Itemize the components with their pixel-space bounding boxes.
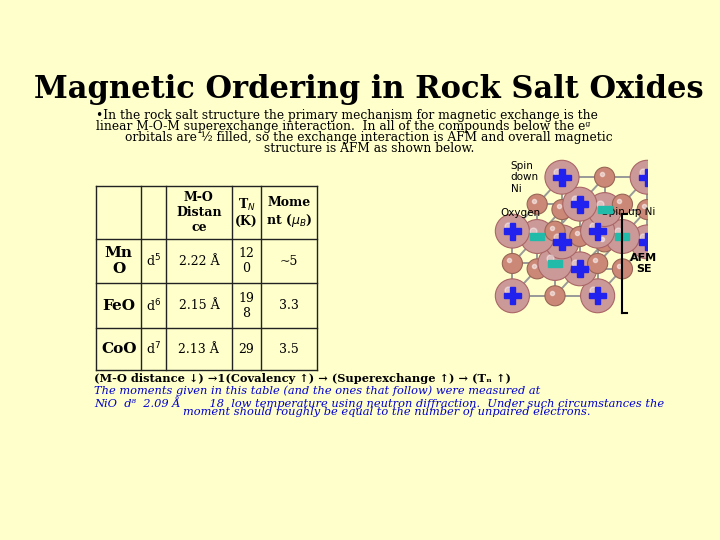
Text: ~5: ~5 — [280, 255, 298, 268]
Circle shape — [595, 167, 615, 187]
Text: Spin up Ni: Spin up Ni — [601, 207, 655, 217]
Text: 12
0: 12 0 — [238, 247, 254, 275]
Text: NiO  d⁸  2.09 Å        18  low temperature using neutron diffraction.  Under suc: NiO d⁸ 2.09 Å 18 low temperature using n… — [94, 396, 664, 409]
Bar — [530, 233, 544, 240]
Text: The moments given in this table (and the ones that follow) were measured at: The moments given in this table (and the… — [94, 385, 540, 396]
Bar — [548, 260, 562, 267]
Circle shape — [552, 200, 572, 220]
Circle shape — [563, 252, 597, 286]
Bar — [577, 195, 582, 213]
Text: Oxygen: Oxygen — [500, 208, 540, 218]
Circle shape — [545, 225, 579, 259]
Bar — [510, 222, 515, 240]
Bar — [510, 287, 515, 304]
Text: 2.13 Å: 2.13 Å — [179, 343, 220, 356]
Circle shape — [545, 286, 565, 306]
Text: •In the rock salt structure the primary mechanism for magnetic exchange is the: •In the rock salt structure the primary … — [96, 110, 598, 123]
Text: orbitals are ½ filled, so the exchange interaction is AFM and overall magnetic: orbitals are ½ filled, so the exchange i… — [125, 131, 613, 144]
Circle shape — [545, 221, 565, 241]
Text: 3.3: 3.3 — [279, 299, 299, 312]
Bar — [504, 228, 521, 234]
Text: 3.5: 3.5 — [279, 343, 299, 356]
Bar — [571, 201, 588, 207]
Text: M-O
Distan
ce: M-O Distan ce — [176, 191, 222, 234]
Circle shape — [538, 247, 572, 280]
Bar — [644, 168, 650, 186]
Circle shape — [495, 279, 529, 313]
Circle shape — [527, 194, 547, 214]
Circle shape — [563, 187, 597, 221]
Bar — [589, 293, 606, 299]
Text: FeO: FeO — [102, 299, 135, 313]
Text: linear M-O-M superexchange interaction.  In all of the compounds below the eᵍ: linear M-O-M superexchange interaction. … — [96, 120, 590, 133]
Circle shape — [606, 220, 639, 253]
Text: moment should roughly be equal to the number of unpaired electrons.: moment should roughly be equal to the nu… — [183, 407, 590, 417]
Text: 2.15 Å: 2.15 Å — [179, 299, 220, 312]
Text: Magnetic Ordering in Rock Salt Oxides: Magnetic Ordering in Rock Salt Oxides — [34, 74, 704, 105]
Circle shape — [637, 200, 657, 220]
Circle shape — [612, 194, 632, 214]
Bar — [554, 239, 570, 245]
Circle shape — [580, 214, 615, 248]
Text: d$^6$: d$^6$ — [146, 298, 161, 314]
Bar — [577, 260, 582, 278]
Bar — [554, 174, 570, 180]
Bar — [639, 239, 656, 245]
Bar — [644, 233, 650, 251]
Text: CoO: CoO — [101, 342, 136, 356]
Bar — [595, 222, 600, 240]
Circle shape — [527, 259, 547, 279]
Text: Mome
nt ($\mu_B$): Mome nt ($\mu_B$) — [266, 197, 312, 229]
Text: AFM
SE: AFM SE — [630, 253, 657, 274]
Bar — [616, 233, 629, 240]
Bar — [571, 266, 588, 272]
Bar — [589, 228, 606, 234]
Text: Spin
down
Ni: Spin down Ni — [510, 160, 539, 194]
Circle shape — [588, 193, 621, 226]
Circle shape — [520, 220, 554, 253]
Text: 29: 29 — [238, 343, 254, 356]
Bar — [639, 174, 656, 180]
Text: d$^5$: d$^5$ — [146, 253, 161, 269]
Circle shape — [588, 253, 608, 273]
Circle shape — [570, 226, 590, 247]
Circle shape — [545, 160, 579, 194]
Bar — [598, 206, 611, 213]
Circle shape — [612, 259, 632, 279]
Text: 19
8: 19 8 — [238, 292, 254, 320]
Text: T$_N$
(K): T$_N$ (K) — [235, 197, 258, 228]
Text: structure is AFM as shown below.: structure is AFM as shown below. — [264, 142, 474, 155]
Text: (M-O distance ↓) →1(Covalency ↑) → (Superexchange ↑) → (Tₙ ↑): (M-O distance ↓) →1(Covalency ↑) → (Supe… — [94, 373, 511, 384]
Bar — [559, 168, 564, 186]
Circle shape — [495, 214, 529, 248]
Circle shape — [630, 160, 665, 194]
Bar — [559, 233, 564, 251]
Text: Mn
O: Mn O — [104, 246, 132, 276]
Circle shape — [503, 253, 523, 273]
Circle shape — [630, 225, 665, 259]
Bar — [595, 287, 600, 304]
Text: 2.22 Å: 2.22 Å — [179, 255, 219, 268]
Circle shape — [580, 279, 615, 313]
Circle shape — [595, 232, 615, 252]
Text: d$^7$: d$^7$ — [146, 341, 161, 357]
Bar — [504, 293, 521, 299]
